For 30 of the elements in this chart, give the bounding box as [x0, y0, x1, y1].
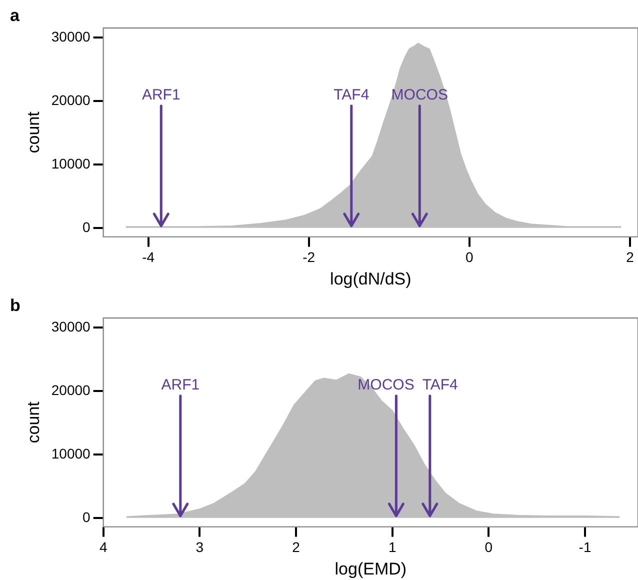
annotation: TAF4 [334, 86, 370, 104]
y-tick-label: 0 [82, 218, 91, 235]
x-tick-label: 0 [466, 249, 474, 266]
y-tick-label: 20000 [51, 92, 91, 108]
y-axis-title: count [24, 401, 43, 444]
x-tick-label: 2 [626, 249, 634, 266]
x-tick-label: 1 [388, 539, 396, 556]
x-tick-label: -2 [302, 249, 316, 266]
x-tick-label: -1 [578, 539, 592, 556]
x-tick-label: 2 [292, 539, 300, 556]
y-axis-title: count [24, 111, 43, 154]
y-tick-label: 30000 [51, 28, 91, 44]
annotation: MOCOS [358, 376, 414, 394]
x-tick-label: 0 [484, 539, 493, 556]
y-tick-label: 10000 [51, 155, 91, 172]
x-axis-title: log(dN/dS) [330, 269, 412, 288]
x-tick-label: 3 [196, 539, 204, 556]
chart-title: a [10, 6, 20, 26]
x-axis-title: log(EMD) [334, 559, 407, 578]
annotation: TAF4 [422, 376, 458, 394]
y-tick-label: 20000 [51, 382, 91, 398]
x-tick-label: 4 [99, 539, 108, 556]
y-tick-label: 10000 [51, 445, 91, 462]
annotation: ARF1 [161, 376, 200, 394]
annotation: MOCOS [391, 86, 448, 104]
chart-title: b [10, 296, 20, 316]
annotation: ARF1 [142, 86, 180, 104]
y-tick-label: 0 [82, 508, 91, 525]
x-tick-label: -4 [142, 249, 155, 266]
y-tick-label: 30000 [51, 318, 91, 334]
